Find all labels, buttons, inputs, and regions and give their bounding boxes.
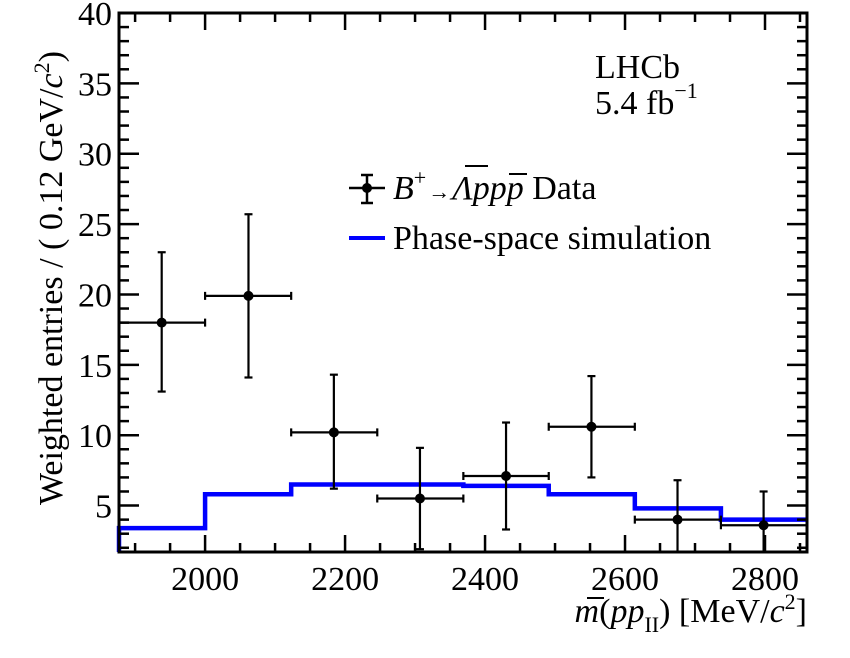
legend-data-label: B+→Λppp Data: [393, 165, 596, 207]
tick-labels-layer: 2000 2200 2400 2600 2800 5 10 15 20 25 30 35 40: [78, 0, 799, 598]
data-marker: [243, 290, 254, 301]
data-marker: [414, 493, 425, 504]
y-tick-label: 15: [78, 348, 112, 385]
x-tick-label: 2200: [311, 561, 379, 598]
data-marker: [156, 317, 167, 328]
data-point: [117, 251, 207, 393]
data-marker: [501, 471, 512, 482]
data-point: [719, 490, 809, 554]
data-marker: [758, 520, 769, 531]
y-tick-label: 25: [78, 207, 112, 244]
x-tick-label: 2400: [451, 561, 519, 598]
y-tick-label: 40: [78, 0, 112, 33]
legend: B+→Λppp Data Phase-space simulation: [349, 165, 711, 257]
luminosity-label: 5.4 fb−1: [595, 78, 698, 122]
y-axis-label: Weighted entries / ( 0.12 GeV/c2): [29, 51, 70, 505]
plot-frame: [117, 11, 809, 554]
data-point: [633, 479, 723, 554]
data-point: [203, 213, 293, 379]
data-point: [462, 421, 550, 531]
y-tick-label: 30: [78, 137, 112, 174]
data-marker: [672, 514, 683, 525]
data-points-layer: [117, 213, 809, 554]
data-point: [290, 373, 379, 490]
y-tick-label: 5: [95, 489, 112, 526]
y-tick-label: 20: [78, 277, 112, 314]
experiment-label: LHCb: [595, 49, 680, 86]
x-tick-label: 2000: [171, 561, 239, 598]
x-tick-label: 2600: [591, 561, 659, 598]
y-tick-label: 10: [78, 418, 112, 455]
legend-sim-label: Phase-space simulation: [393, 220, 711, 257]
axis-ticks-layer: [119, 11, 807, 552]
x-tick-label: 2800: [731, 561, 799, 598]
legend-data-marker: [349, 173, 385, 205]
x-axis-label: m(ppII) [MeV/c2]: [575, 589, 807, 637]
data-marker: [328, 427, 339, 438]
data-point: [376, 446, 465, 551]
y-tick-label: 35: [78, 66, 112, 103]
data-marker: [586, 421, 597, 432]
data-point: [547, 374, 636, 479]
